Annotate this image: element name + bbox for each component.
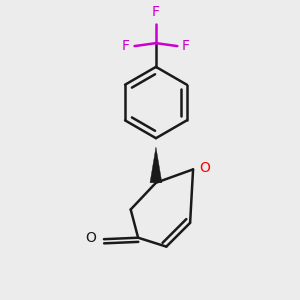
Text: F: F bbox=[152, 5, 160, 20]
Text: O: O bbox=[86, 231, 97, 245]
Polygon shape bbox=[150, 147, 162, 183]
Text: O: O bbox=[200, 161, 211, 175]
Text: F: F bbox=[122, 39, 130, 53]
Text: F: F bbox=[182, 39, 190, 53]
